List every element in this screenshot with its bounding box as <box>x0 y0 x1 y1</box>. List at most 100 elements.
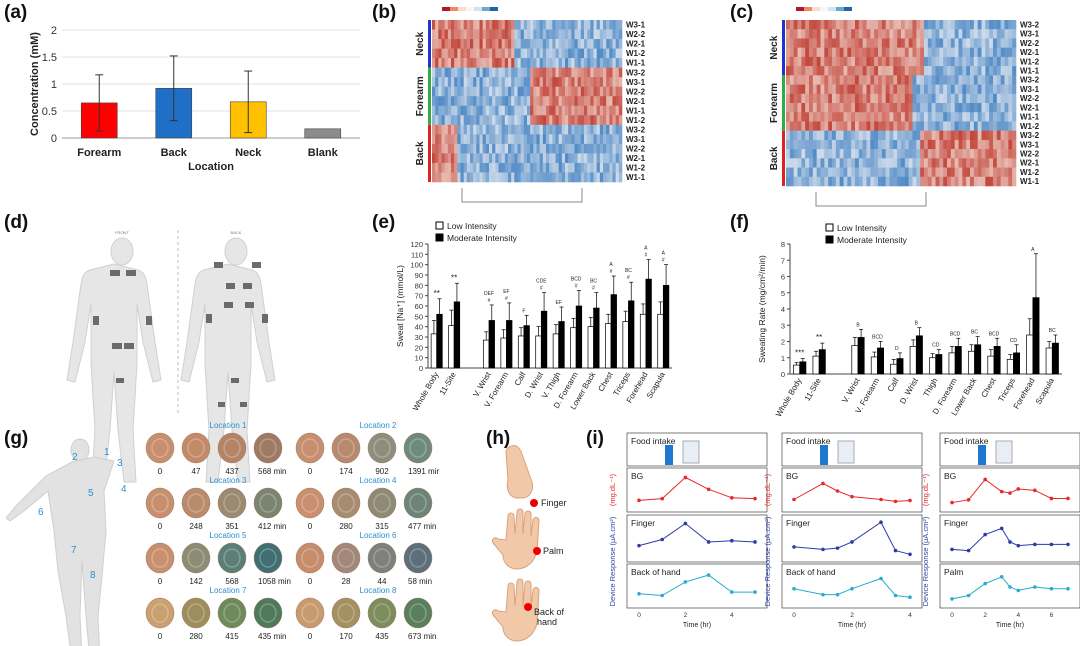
heat-cell <box>523 39 528 49</box>
heat-cell <box>885 130 890 141</box>
heat-cell <box>489 172 493 183</box>
heat-cell <box>549 29 553 40</box>
heat-cell <box>577 153 582 164</box>
heat-cell <box>789 121 794 131</box>
heat-cell <box>1000 176 1005 187</box>
heat-cell <box>596 29 601 40</box>
heat-cell <box>618 162 623 173</box>
heat-cell <box>533 86 537 97</box>
patch-ring <box>259 603 277 623</box>
heat-cell <box>577 20 582 30</box>
heat-cell <box>820 139 825 150</box>
heat-cell <box>985 38 990 48</box>
heat-cell <box>568 67 572 78</box>
heat-cell <box>539 143 544 154</box>
heat-cell <box>520 134 525 145</box>
heat-cell <box>828 121 833 131</box>
location-title: Location 6 <box>360 531 397 540</box>
heat-cell <box>870 112 875 122</box>
heat-cell <box>866 103 871 113</box>
heat-cell <box>432 134 436 145</box>
heat-cell <box>973 139 978 150</box>
heat-cell <box>1000 66 1005 76</box>
heat-cell <box>805 112 810 122</box>
heat-cell <box>451 162 455 173</box>
heat-cell <box>473 134 477 145</box>
heat-cell <box>843 93 848 104</box>
heat-cell <box>847 66 852 76</box>
xlabel: Time (hr) <box>683 622 711 629</box>
heat-cell <box>511 58 515 68</box>
heat-cell <box>916 47 921 58</box>
heat-cell <box>555 124 559 135</box>
heat-cell <box>912 93 917 104</box>
heat-cell <box>514 77 518 88</box>
heat-cell <box>805 139 810 150</box>
heat-cell <box>916 130 921 141</box>
heat-cell <box>511 143 515 154</box>
heat-cell <box>832 93 837 104</box>
heat-cell <box>885 167 890 178</box>
heat-cell <box>816 75 821 85</box>
heat-cell <box>966 158 971 168</box>
heat-cell <box>504 77 509 88</box>
heat-cell <box>571 105 575 116</box>
heat-cell <box>786 149 791 159</box>
heat-cell <box>527 67 531 78</box>
heat-cell <box>820 158 825 168</box>
heat-cell <box>495 115 499 126</box>
heat-cell <box>457 48 461 59</box>
heat-cell <box>561 48 566 59</box>
heat-cell <box>966 29 971 39</box>
heat-cell <box>839 66 844 76</box>
heat-cell <box>454 172 458 183</box>
heat-cell <box>809 84 814 95</box>
heat-cell <box>441 143 445 154</box>
heat-cell <box>993 139 998 150</box>
heat-cell <box>580 86 585 97</box>
heat-cell <box>451 58 455 68</box>
heat-cell <box>832 149 837 159</box>
heat-cell <box>935 176 940 187</box>
heat-cell <box>530 67 534 78</box>
heat-cell <box>935 84 940 95</box>
heat-cell <box>820 66 825 76</box>
heat-cell <box>851 93 856 104</box>
heat-cell <box>858 158 863 168</box>
heat-cell <box>492 172 496 183</box>
heat-cell <box>561 58 566 68</box>
heat-cell <box>835 29 840 39</box>
heat-cell <box>574 39 578 49</box>
heat-cell <box>954 93 959 104</box>
heat-cell <box>912 158 917 168</box>
heat-cell <box>916 176 921 187</box>
heat-cell <box>912 56 917 67</box>
heat-cell <box>530 29 534 40</box>
heat-cell <box>470 39 474 49</box>
significance-label: EF <box>556 300 562 306</box>
heat-cell <box>801 47 806 58</box>
heat-cell <box>447 172 452 183</box>
r2-title: Palm <box>944 567 963 577</box>
heat-cell <box>828 66 833 76</box>
heat-cell <box>511 96 515 107</box>
finger-point <box>893 548 898 553</box>
heat-cell <box>847 112 852 122</box>
patch-ring <box>187 438 205 458</box>
heat-cell <box>801 167 806 178</box>
heat-cell <box>904 158 909 168</box>
heat-cell <box>851 139 856 150</box>
xlabel-a: Location <box>188 161 234 173</box>
heat-cell <box>432 143 436 154</box>
heat-cell <box>447 96 452 107</box>
heat-cell <box>432 39 436 49</box>
heat-cell <box>546 134 550 145</box>
heat-cell <box>501 162 506 173</box>
heat-cell <box>812 139 817 150</box>
heat-cell <box>482 162 487 173</box>
heat-cell <box>904 38 909 48</box>
heat-cell <box>542 115 547 126</box>
r2-point <box>950 597 954 601</box>
